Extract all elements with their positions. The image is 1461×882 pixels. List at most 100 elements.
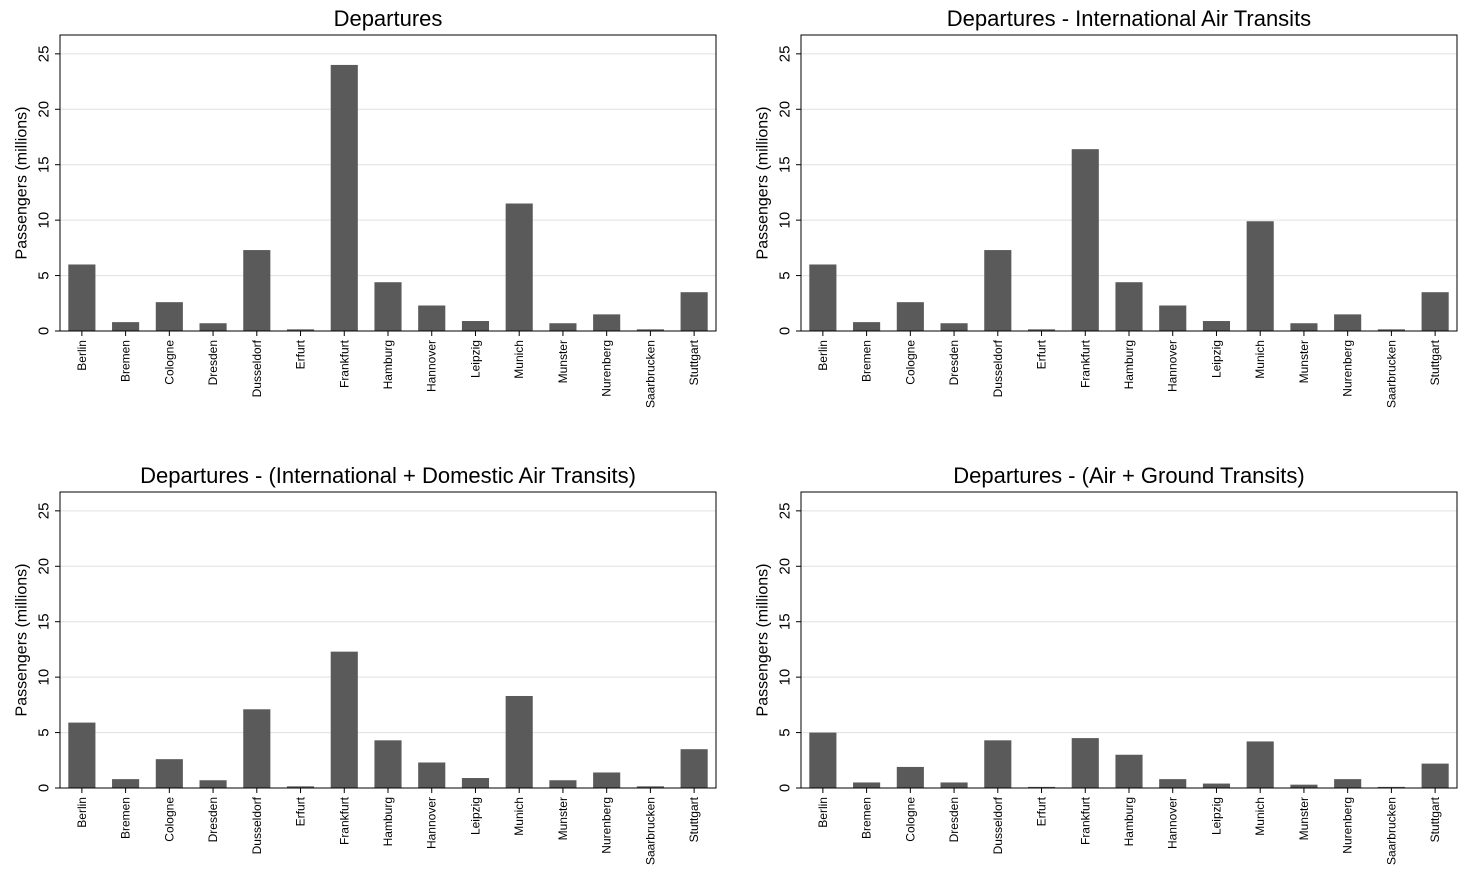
bar-dresden [940,323,968,331]
bar-munich [1246,741,1274,788]
y-tick-label: 25 [36,46,53,63]
bar-saarbrucken [1377,329,1405,331]
y-tick-label: 25 [36,503,53,520]
x-tick-label: Saarbrucken [643,340,657,408]
x-tick-label: Munster [1297,340,1311,383]
x-tick-label: Munster [556,797,570,840]
y-tick-label: 0 [36,784,53,792]
bar-frankfurt [330,64,358,331]
y-tick-label: 10 [777,212,794,229]
x-tick-label: Hannover [425,797,439,849]
x-tick-label: Cologne [162,797,176,842]
bar-saarbrucken [1377,786,1405,788]
y-tick-label: 5 [36,271,53,279]
chart-panel-4: 0 5 10 15 20 25 Berlin Bremen Cologne Dresden Duss… [755,463,1458,865]
x-tick-label: Nurenberg [1341,797,1355,854]
x-tick-label: Frankfurt [337,339,351,388]
y-tick-label: 5 [777,271,794,279]
x-tick-label: Stuttgart [1428,796,1442,842]
x-tick-label: Bremen [860,340,874,382]
x-tick-label: Dresden [206,797,220,842]
x-tick-label: Nurenberg [600,797,614,854]
x-tick-label: Dusseldorf [991,796,1005,854]
x-tick-label: Hamburg [1122,340,1136,389]
x-tick-label: Munich [512,797,526,836]
x-tick-label: Berlin [816,797,830,828]
x-tick-label: Bremen [860,797,874,839]
x-tick-label: Saarbrucken [1384,340,1398,408]
x-tick-label: Saarbrucken [1384,797,1398,865]
bar-dusseldorf [243,709,271,788]
bar-bremen [853,782,881,788]
x-tick-label: Dusseldorf [250,339,264,397]
x-tick-label: Stuttgart [687,339,701,385]
x-tick-label: Berlin [75,340,89,371]
bar-erfurt [1027,786,1056,788]
x-tick-label: Hannover [425,340,439,392]
bar-nurenberg [593,772,621,788]
bar-erfurt [286,329,315,331]
chart-panel-2: 0 5 10 15 20 25 Berlin Bremen Cologne Dresden Duss… [755,6,1458,408]
x-tick-label: Dresden [206,340,220,385]
x-tick-label: Nurenberg [600,340,614,397]
bar-dresden [940,782,968,788]
x-tick-label: Erfurt [1035,339,1049,369]
bar-stuttgart [1421,763,1449,788]
chart-title: Departures [334,6,443,31]
bar-bremen [853,322,881,331]
bar-nurenberg [1334,314,1362,331]
y-axis-label: Passengers (millions) [755,564,772,717]
bar-stuttgart [1421,292,1449,331]
bar-berlin [68,264,96,331]
bar-munster [1290,784,1318,788]
x-tick-label: Dusseldorf [991,339,1005,397]
chart-panel-3: 0 5 10 15 20 25 Berlin Bremen Cologne Dresden Duss… [14,463,717,865]
bar-stuttgart [680,749,708,788]
x-tick-label: Leipzig [468,340,482,378]
bar-hannover [418,305,446,331]
bar-munster [549,780,577,788]
x-tick-label: Erfurt [294,796,308,826]
y-axis-label: Passengers (millions) [14,564,31,717]
bar-frankfurt [1071,738,1099,788]
y-tick-label: 5 [36,728,53,736]
bar-leipzig [1202,321,1231,331]
bar-leipzig [461,778,490,788]
y-tick-label: 15 [777,156,794,173]
x-tick-label: Leipzig [1209,340,1223,378]
x-tick-label: Hannover [1166,797,1180,849]
bar-hamburg [374,740,402,788]
x-tick-label: Stuttgart [1428,339,1442,385]
bar-hamburg [1115,282,1143,331]
x-tick-label: Bremen [119,340,133,382]
bar-cologne [155,759,183,788]
bar-dresden [199,780,227,788]
x-tick-label: Hannover [1166,340,1180,392]
x-tick-label: Frankfurt [1078,796,1092,845]
bar-saarbrucken [636,786,664,788]
y-axis-label: Passengers (millions) [14,107,31,260]
x-tick-label: Saarbrucken [643,797,657,865]
x-tick-label: Hamburg [1122,797,1136,846]
bar-dresden [199,323,227,331]
bar-saarbrucken [636,329,664,331]
bar-bremen [112,322,140,331]
bar-erfurt [286,786,315,788]
x-tick-label: Munster [556,340,570,383]
y-tick-label: 25 [777,503,794,520]
y-tick-label: 10 [36,669,53,686]
x-tick-label: Berlin [75,797,89,828]
bar-leipzig [1202,783,1231,788]
x-tick-label: Munich [1253,797,1267,836]
bar-stuttgart [680,292,708,331]
bar-berlin [809,264,837,331]
x-tick-label: Berlin [816,340,830,371]
x-tick-label: Cologne [162,340,176,385]
chart-title: Departures - International Air Transits [947,6,1311,31]
x-tick-label: Frankfurt [337,796,351,845]
x-tick-label: Dusseldorf [250,796,264,854]
x-tick-label: Nurenberg [1341,340,1355,397]
bar-cologne [155,302,183,331]
